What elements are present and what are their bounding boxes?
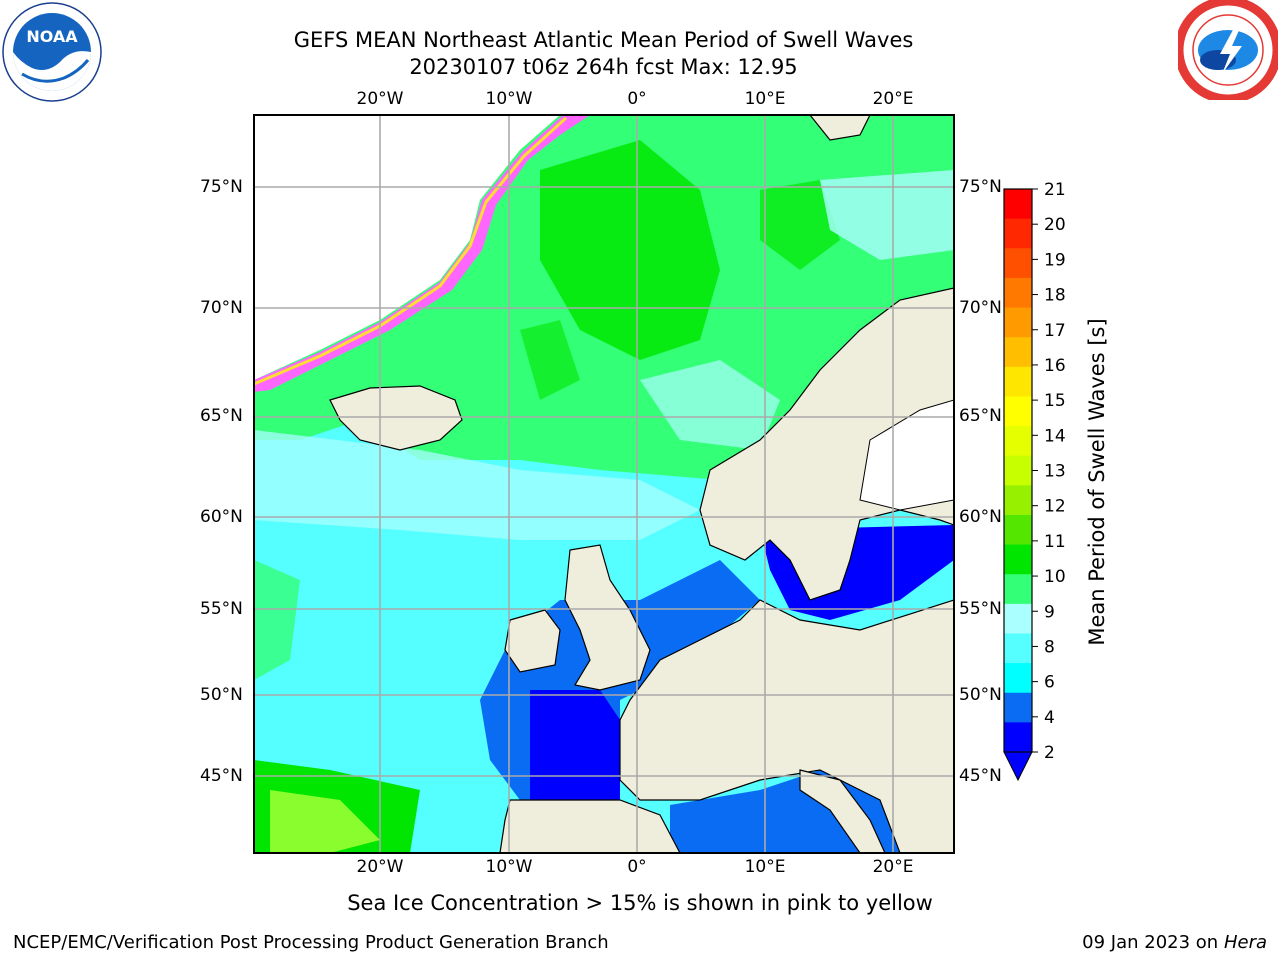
lat-label-left: 55°N — [200, 599, 243, 619]
noaa-logo: NOAA — [2, 2, 102, 102]
lat-label-right: 65°N — [959, 406, 1002, 426]
colorbar-block — [1004, 574, 1032, 605]
colorbar-block — [1004, 396, 1032, 427]
colorbar-tick-label: 12 — [1044, 497, 1066, 517]
colorbar-tick-label: 10 — [1044, 567, 1066, 587]
colorbar-tick-label: 15 — [1044, 391, 1066, 411]
colorbar-block — [1004, 485, 1032, 516]
colorbar-block — [1004, 514, 1032, 546]
lat-label-left: 45°N — [200, 766, 243, 786]
map-title: GEFS MEAN Northeast Atlantic Mean Period… — [293, 28, 914, 52]
map-field — [254, 115, 954, 853]
colorbar-block — [1004, 722, 1032, 753]
colorbar-tick-label: 9 — [1044, 602, 1055, 622]
colorbar-tick-label: 17 — [1044, 321, 1066, 341]
colorbar-tick-label: 21 — [1044, 180, 1066, 200]
sea-ice-note: Sea Ice Concentration > 15% is shown in … — [347, 891, 933, 915]
colorbar-block — [1004, 692, 1032, 723]
noaa-logo-text: NOAA — [26, 27, 78, 46]
map-frame — [253, 114, 955, 854]
colorbar-tick-label: 8 — [1044, 637, 1055, 657]
lat-label-right: 50°N — [959, 685, 1002, 705]
colorbar-tick-label: 13 — [1044, 462, 1066, 482]
lat-label-right: 70°N — [959, 298, 1002, 318]
colorbar-tick-label: 6 — [1044, 673, 1055, 693]
colorbar-block — [1004, 633, 1032, 664]
colorbar-label: Mean Period of Swell Waves [s] — [1085, 318, 1109, 646]
colorbar-tick-label: 14 — [1044, 426, 1066, 446]
colorbar-block — [1004, 248, 1032, 279]
lat-label-right: 55°N — [959, 599, 1002, 619]
colorbar-block — [1004, 663, 1032, 694]
colorbar-block — [1004, 544, 1032, 575]
lon-label-bottom: 10°W — [485, 857, 533, 877]
lon-label-bottom: 20°E — [872, 857, 914, 877]
lon-label-bottom: 0° — [627, 857, 647, 877]
footer-date: 09 Jan 2023 on Hera — [1082, 932, 1267, 953]
colorbar-block — [1004, 603, 1032, 634]
colorbar-tick-label: 20 — [1044, 215, 1066, 235]
lon-label-bottom: 10°E — [744, 857, 786, 877]
lat-label-right: 75°N — [959, 177, 1002, 197]
lat-label-left: 60°N — [200, 507, 243, 527]
lat-label-right: 60°N — [959, 507, 1002, 527]
colorbar-block — [1004, 337, 1032, 368]
colorbar-extend-arrow — [1003, 751, 1033, 782]
colorbar-tick-label: 11 — [1044, 532, 1066, 552]
colorbar-block — [1004, 426, 1032, 457]
colorbar-block — [1004, 307, 1032, 338]
colorbar: 21 20 19 18 17 16 15 14 13 12 11 10 9 8 6 4 2 — [1003, 180, 1066, 782]
lon-label-bottom: 20°W — [356, 857, 404, 877]
lat-label-left: 50°N — [200, 685, 243, 705]
lon-label-top: 10°E — [744, 89, 786, 109]
lat-label-right: 45°N — [959, 766, 1002, 786]
lon-label-top: 20°W — [356, 89, 404, 109]
lat-label-left: 75°N — [200, 177, 243, 197]
nws-logo — [1178, 0, 1278, 100]
map-subtitle: 20230107 t06z 264h fcst Max: 12.95 — [409, 55, 798, 79]
colorbar-block — [1004, 277, 1032, 309]
colorbar-block — [1004, 218, 1032, 249]
colorbar-tick-label: 19 — [1044, 250, 1066, 270]
colorbar-tick-label: 16 — [1044, 356, 1066, 376]
lon-label-top: 0° — [627, 89, 647, 109]
colorbar-tick-label: 4 — [1044, 708, 1055, 728]
footer-credit: NCEP/EMC/Verification Post Processing Pr… — [13, 932, 609, 953]
footer-date-text: 09 Jan 2023 on — [1082, 932, 1224, 953]
colorbar-block — [1004, 455, 1032, 486]
lat-label-left: 70°N — [200, 298, 243, 318]
lon-label-top: 20°E — [872, 89, 914, 109]
colorbar-tick-label: 18 — [1044, 286, 1066, 306]
footer-host: Hera — [1223, 932, 1267, 953]
lat-label-left: 65°N — [200, 406, 243, 426]
colorbar-tick-label: 2 — [1044, 743, 1055, 763]
colorbar-block — [1004, 189, 1032, 220]
lon-label-top: 10°W — [485, 89, 533, 109]
colorbar-block — [1004, 366, 1032, 397]
